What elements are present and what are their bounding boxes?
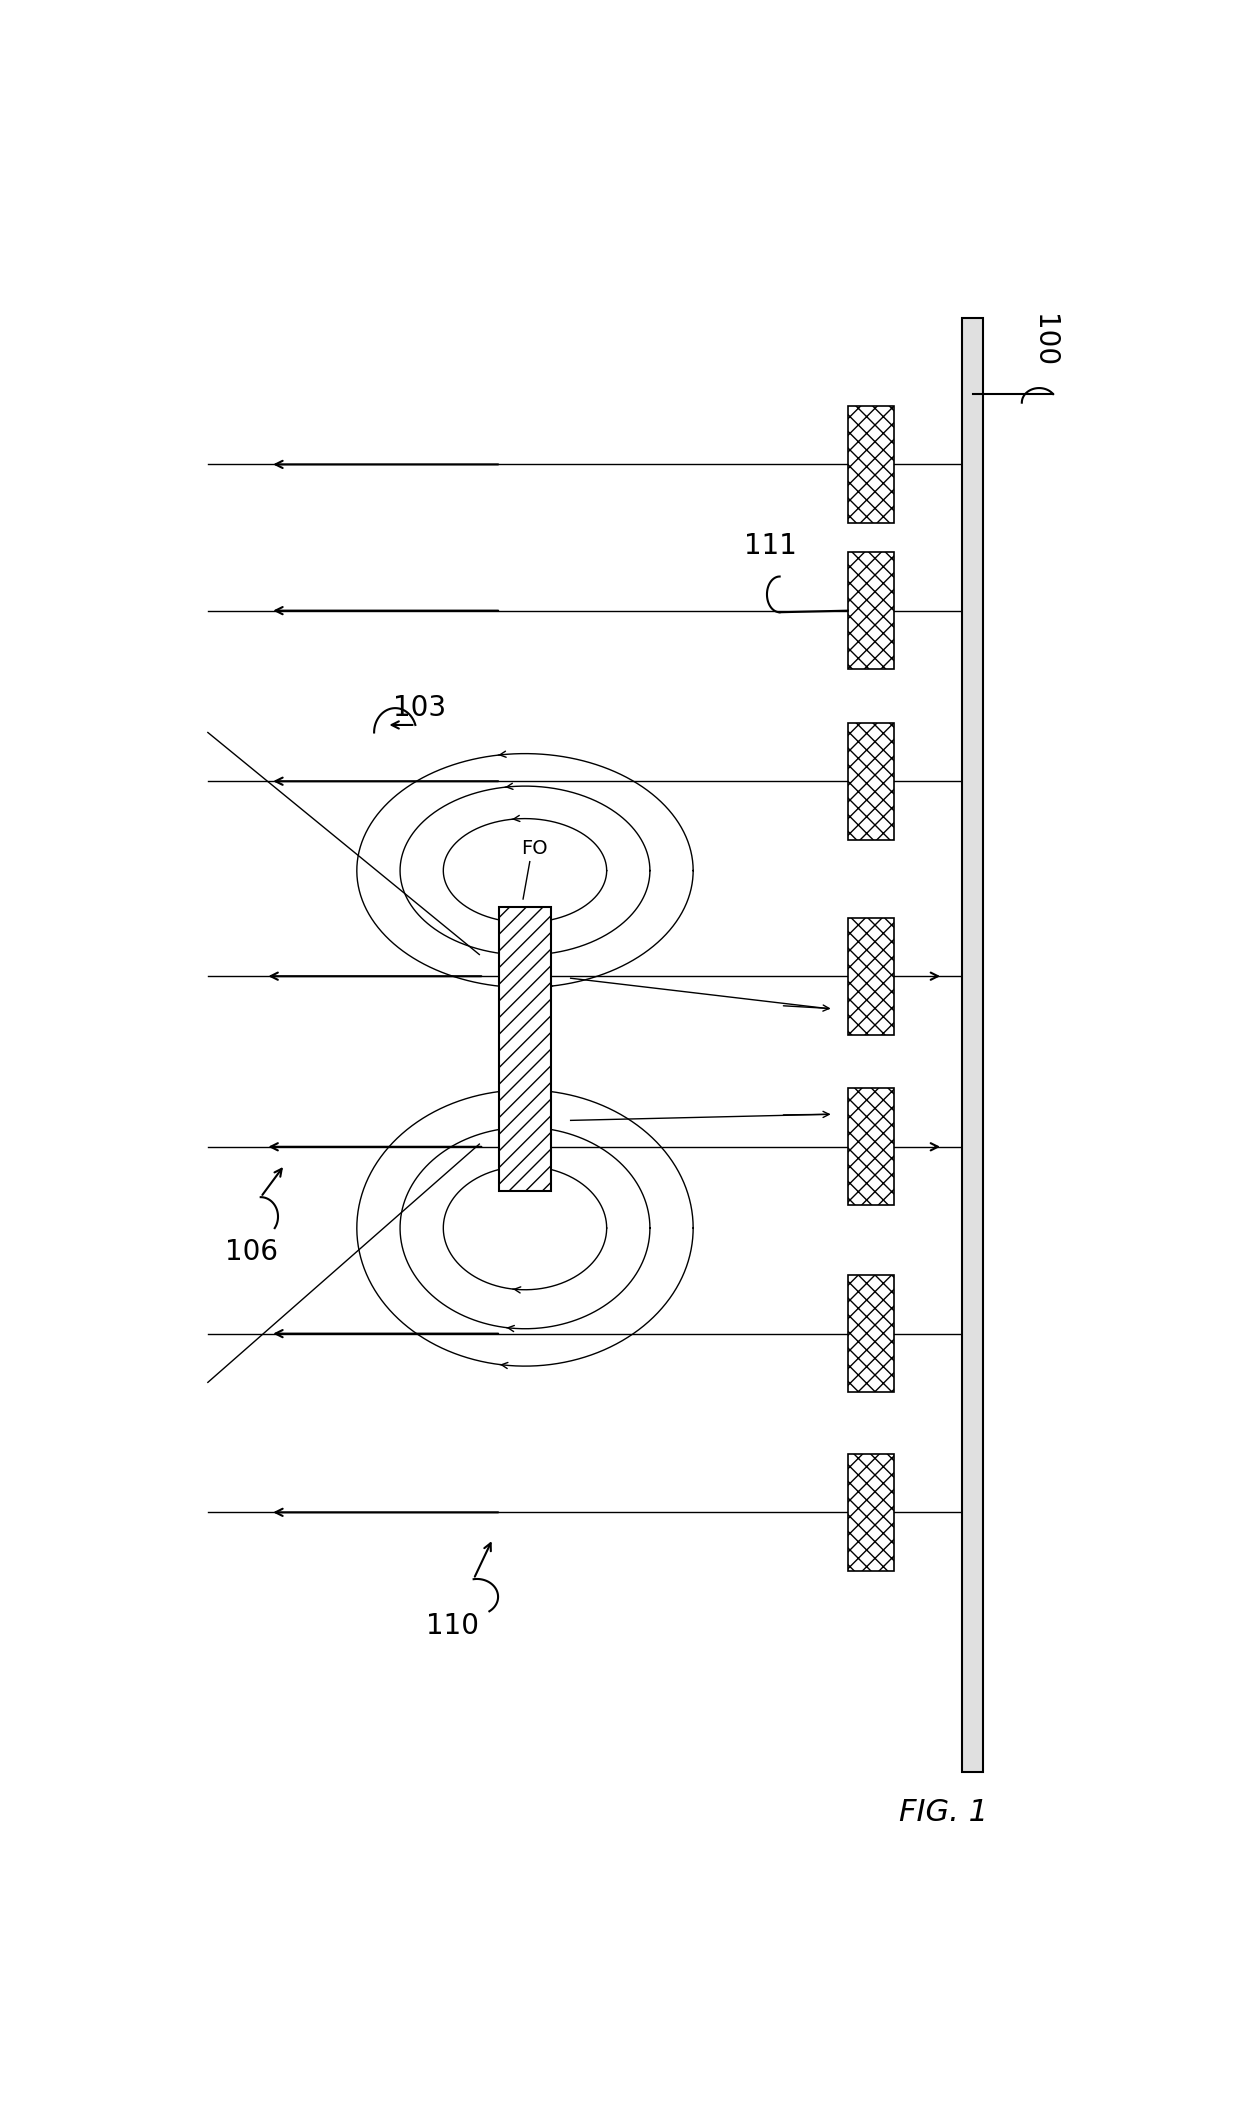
Text: 103: 103 [393, 694, 446, 722]
Bar [962, 319, 983, 1772]
Bar [848, 1089, 894, 1205]
Bar [498, 907, 552, 1192]
Bar [848, 1454, 894, 1570]
Bar [848, 724, 894, 840]
Text: FO: FO [521, 840, 548, 859]
Text: 106: 106 [224, 1239, 278, 1266]
Bar [848, 918, 894, 1034]
Text: 100: 100 [1030, 314, 1058, 367]
Bar [848, 405, 894, 523]
Text: 111: 111 [744, 532, 796, 559]
Bar [848, 1274, 894, 1393]
Text: 110: 110 [427, 1612, 480, 1639]
Bar [848, 553, 894, 669]
Text: FIG. 1: FIG. 1 [899, 1798, 987, 1827]
